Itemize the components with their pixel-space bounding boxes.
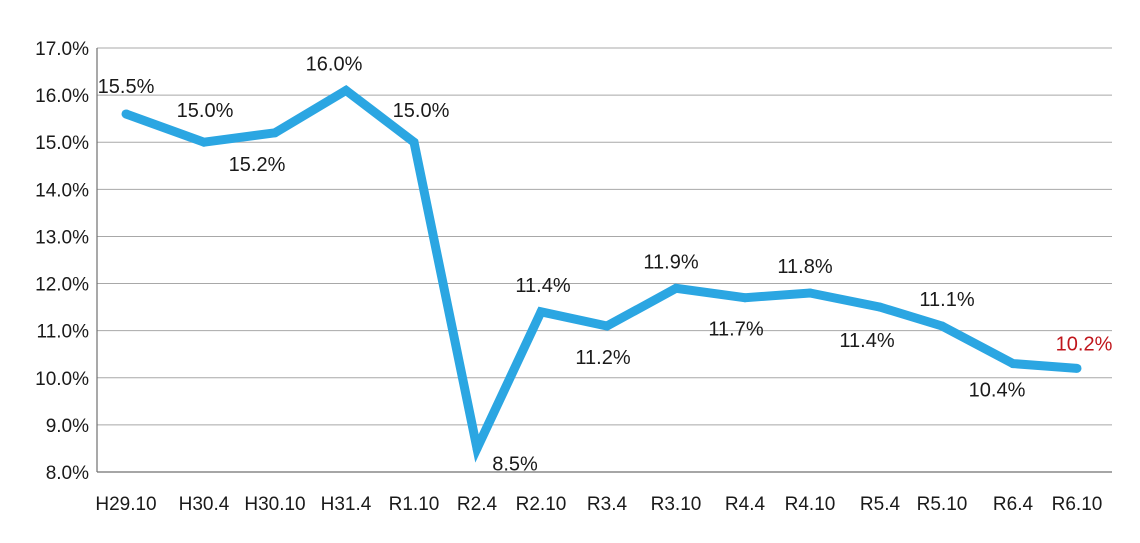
data-point	[341, 85, 351, 95]
data-label: 11.4%	[515, 275, 570, 297]
y-tick-label: 15.0%	[35, 133, 89, 154]
y-tick-label: 9.0%	[46, 416, 89, 437]
x-tick-label: R3.10	[651, 494, 702, 515]
data-label: 11.7%	[708, 319, 763, 341]
data-point	[1072, 363, 1082, 373]
data-point	[1008, 359, 1018, 369]
y-tick-label: 8.0%	[46, 463, 89, 484]
x-tick-label: R6.4	[993, 494, 1034, 515]
data-point	[536, 307, 546, 317]
data-label: 11.1%	[919, 289, 974, 311]
data-label: 15.2%	[229, 154, 286, 176]
x-tick-label: H30.10	[244, 494, 305, 515]
data-point	[740, 293, 750, 303]
y-tick-label: 14.0%	[35, 180, 89, 201]
series-line	[124, 84, 1078, 463]
data-point	[472, 443, 482, 453]
data-point	[805, 288, 815, 298]
x-tick-label: H30.4	[179, 494, 230, 515]
data-label: 15.0%	[393, 100, 450, 122]
data-point	[121, 109, 131, 119]
data-point	[875, 302, 885, 312]
data-point	[270, 128, 280, 138]
data-label: 11.4%	[839, 330, 894, 352]
y-tick-label: 12.0%	[35, 275, 89, 296]
data-label: 11.2%	[575, 347, 630, 369]
data-label: 15.0%	[177, 100, 234, 122]
data-point	[937, 321, 947, 331]
data-point	[602, 321, 612, 331]
x-axis: H29.10 H30.4 H30.10 H31.4 R1.10 R2.4 R2.10 R3.4…	[95, 471, 1112, 515]
x-tick-label: R4.10	[785, 494, 836, 515]
x-tick-label: R5.4	[860, 494, 901, 515]
y-tick-label: 16.0%	[35, 86, 89, 107]
data-point	[199, 137, 209, 147]
y-axis: 8.0% 9.0% 10.0% 11.0% 12.0% 13.0% 14.0% 15.0% 16…	[35, 39, 98, 484]
y-tick-label: 13.0%	[35, 227, 89, 248]
x-tick-label: H31.4	[321, 494, 372, 515]
data-point	[671, 283, 681, 293]
data-label: 10.4%	[969, 380, 1026, 402]
gridlines	[97, 47, 1112, 426]
x-tick-label: R5.10	[917, 494, 968, 515]
y-tick-label: 10.0%	[35, 369, 89, 390]
x-tick-label: R2.4	[457, 494, 498, 515]
y-tick-label: 11.0%	[37, 322, 90, 343]
x-tick-label: R6.10	[1052, 494, 1103, 515]
x-tick-label: R4.4	[725, 494, 766, 515]
x-tick-label: R1.10	[389, 494, 440, 515]
data-label: 8.5%	[492, 453, 538, 475]
data-label: 16.0%	[306, 53, 363, 75]
x-tick-label: H29.10	[95, 494, 156, 515]
data-labels: 15.5% 15.0% 15.2% 16.0% 15.0% 8.5% 11.4% 11.2% 1…	[98, 53, 1113, 475]
data-label: 11.8%	[777, 256, 832, 278]
series-layer	[121, 84, 1082, 463]
x-tick-label: R3.4	[587, 494, 628, 515]
data-point	[409, 137, 419, 147]
data-label-highlighted: 10.2%	[1056, 333, 1113, 355]
data-label: 11.9%	[643, 251, 698, 273]
x-tick-label: R2.10	[516, 494, 567, 515]
data-label: 15.5%	[98, 76, 155, 98]
y-tick-label: 17.0%	[35, 39, 89, 60]
